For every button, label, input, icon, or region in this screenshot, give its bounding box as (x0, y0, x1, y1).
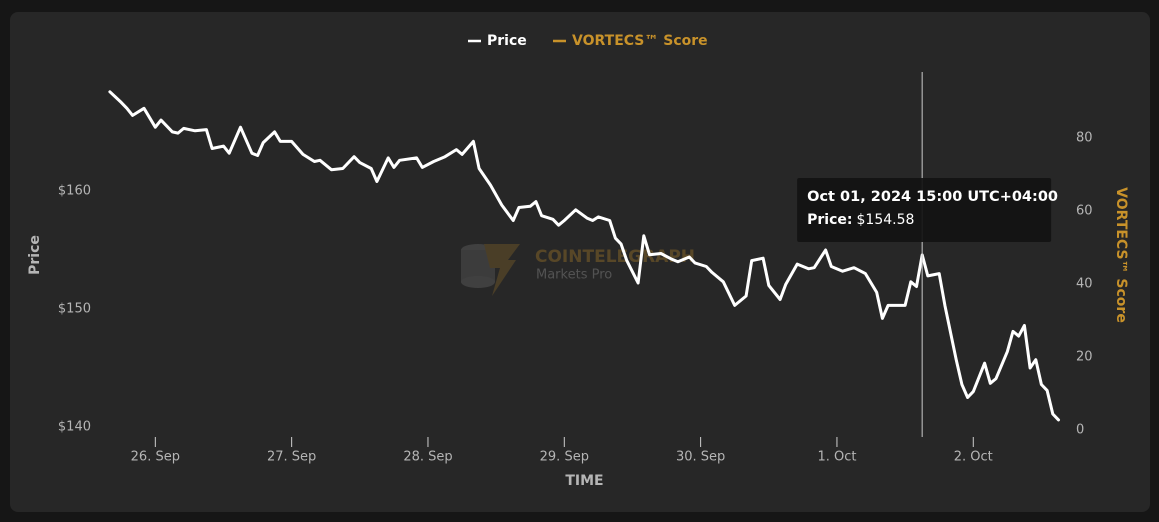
tooltip-value: $154.58 (857, 212, 915, 228)
panel (10, 12, 1150, 512)
y-axis-title: Price (27, 235, 43, 275)
x-axis-title: TIME (565, 473, 603, 489)
price-line (108, 90, 1060, 422)
tooltip-label: Price: (807, 212, 852, 228)
tooltip-box (797, 178, 1052, 242)
x-tick-label: 30. Sep (676, 450, 725, 465)
y2-tick-label: 20 (1076, 350, 1093, 365)
watermark-icon (461, 244, 520, 296)
x-tick-label: 26. Sep (131, 450, 180, 465)
watermark-subtitle: Markets Pro (536, 268, 612, 283)
y-tick-label: $140 (58, 419, 91, 434)
tooltip-title: Oct 01, 2024 15:00 UTC+04:00 (807, 189, 1058, 205)
y-tick-label: $160 (58, 183, 91, 198)
x-tick-label: 29. Sep (540, 450, 589, 465)
legend-label: Price (487, 33, 527, 49)
y2-tick-label: 80 (1076, 131, 1093, 146)
y-tick-label: $150 (58, 301, 91, 316)
x-tick-label: 2. Oct (954, 450, 993, 465)
x-tick-label: 27. Sep (267, 450, 316, 465)
x-tick-label: 28. Sep (403, 450, 452, 465)
x-tick-label: 1. Oct (817, 450, 856, 465)
y2-axis-title: VORTECS™ Score (1113, 187, 1129, 323)
watermark-title: COINTELEGRAPH (535, 247, 695, 267)
legend-label: VORTECS™ Score (572, 33, 708, 49)
y2-tick-label: 40 (1076, 277, 1093, 292)
y2-tick-label: 60 (1076, 204, 1093, 219)
y2-tick-label: 0 (1076, 423, 1084, 438)
